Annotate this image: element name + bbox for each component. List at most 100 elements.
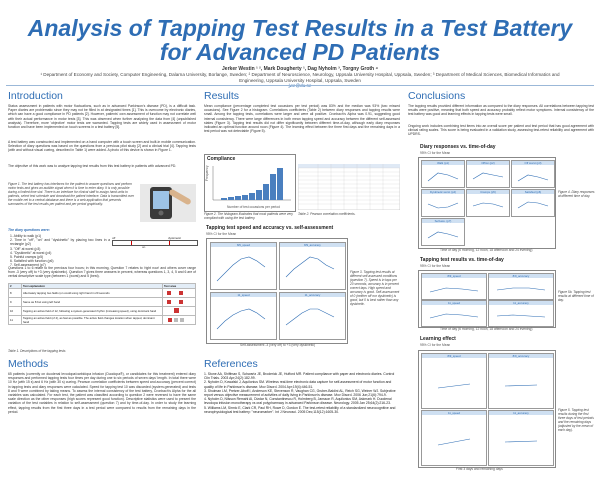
fig6-panel-label: 11_speed	[422, 411, 486, 415]
fig6-panel-label: 8/9_speed	[422, 354, 486, 358]
fig6-panel-plot	[504, 384, 538, 387]
diary-item: 4. "Dyskinetic" at worst (p4)	[10, 250, 52, 255]
fig6-panel-plot	[437, 438, 471, 446]
scale-label-dyskinetic: dyskinetic	[168, 236, 182, 240]
device-photo-illustration	[140, 184, 196, 222]
fig4-panel-plot	[427, 202, 459, 209]
references-list: 1. Stone AA, Shiffman S, Schwartz JE, Br…	[204, 372, 400, 414]
fig4-panel-label: Cramps (p5)	[467, 190, 509, 194]
poster-title-line2: for Advanced PD Patients	[159, 39, 441, 65]
fig3-panel-label: 8/9_accuracy	[280, 243, 345, 247]
reference-item: 1. Stone AA, Shiffman S, Schwartz JE, Br…	[204, 372, 395, 381]
scale-label-on: on	[142, 245, 146, 249]
fig4-panel: Walk (p1)	[421, 160, 465, 188]
figure3-xlabel: Self-assessment -3 (very off) to +3 (ver…	[240, 343, 316, 347]
table1-cell: Same as 8 but using left hand	[21, 297, 163, 307]
diary-list: 1. Ability to walk (p1) 2. Time in "off"…	[10, 234, 110, 268]
fig5-panel: 11_accuracy	[488, 300, 554, 327]
table1-cell: 9	[8, 297, 22, 307]
figure4-panels: Walk (p1) Off/on (p2) Off worst (p3) Dys…	[418, 157, 556, 249]
table1-cell: 11	[8, 315, 22, 325]
table2-caption: Table 2. Pearson correlation coefficient…	[298, 212, 356, 216]
fig4-panel-plot	[427, 172, 459, 182]
fig6-panel: 11_accuracy	[488, 410, 554, 466]
figure3-title: Tapping test speed and accuracy vs. self…	[206, 225, 334, 231]
fig5-panel-label: 8/9_speed	[422, 274, 486, 278]
diary-item: 2. Time in "off", "on" and "dyskinetic" …	[10, 238, 110, 247]
diary-item: 3. "Off" at worst (p3)	[10, 246, 41, 251]
figure5-xlabel: Time of day (6 morning, 12 noon, 18 afte…	[440, 327, 533, 331]
intro-p3: The objective of this work was to analyz…	[8, 164, 177, 168]
fig3-panel-plot	[285, 256, 335, 278]
fig5-panel-label: 8/9_accuracy	[489, 274, 553, 278]
fig4-panel: Satisfied (p6)	[511, 189, 555, 217]
fig6-panel: 8/9_speed	[421, 353, 487, 409]
table1-test-area	[162, 315, 196, 325]
fig4-panel-label: Satisfied (p6)	[512, 190, 554, 194]
figure2-caption: Figure 2. The histogram illustrates that…	[204, 212, 293, 220]
fig3-panel: 8/9_speed	[210, 242, 277, 290]
fig4-panel-label: Walk (p1)	[422, 161, 464, 165]
fig6-panel-label: 11_accuracy	[489, 411, 553, 415]
table1-cell: Tapping an active field of 12, following…	[21, 306, 163, 316]
table1-cell: 8	[8, 288, 22, 298]
figure4-xlabel: Time of day (6 morning, 12 noon, 18 afte…	[440, 248, 533, 252]
figure2-xlabel: Number of test occasions per period	[227, 205, 280, 209]
figure2-compliance: Compliance Number of test occasions per …	[204, 154, 296, 212]
table1: # Test explanation Test area 8 Alternate…	[8, 283, 196, 325]
figure2-histogram	[212, 166, 291, 201]
table1-test-area	[162, 297, 196, 307]
fig4-panel: Off/on (p2)	[466, 160, 510, 188]
fig3-panel-plot	[216, 308, 266, 330]
fig4-panel-label: Dyskinetic worst (p4)	[422, 190, 464, 194]
table1-cell: Alternately tapping two fields (on could…	[21, 288, 163, 298]
diary-item: 1. Ability to walk (p1)	[10, 234, 42, 238]
fig5-panel-plot	[429, 313, 479, 319]
figure3-subtitle: 95% CI for the Mean	[206, 232, 237, 236]
reference-item: 5. Williams LM, Sirmic E, Clark CR, Paul…	[204, 405, 396, 414]
figure5-title: Tapping test results vs. time-of-day	[420, 257, 504, 263]
fig4-panel-label: Off/on (p2)	[467, 161, 509, 165]
authors: Jerker Westin ¹ ², Mark Dougherty ¹, Dag…	[222, 66, 378, 72]
fig4-panel: Dyskinetic worst (p4)	[421, 189, 465, 217]
fig3-panel-label: 8/9_speed	[211, 243, 276, 247]
fig3-panel: 11_accuracy	[279, 292, 346, 340]
figure5-panels: 8/9_speed 8/9_accuracy 11_speed 11_accur…	[418, 270, 556, 328]
fig4-panel-plot	[517, 201, 549, 209]
conclusions-p1: The tapping results provided different i…	[408, 104, 594, 117]
scale-box	[112, 240, 198, 246]
fig5-panel: 8/9_accuracy	[488, 273, 554, 300]
fig6-panel-plot	[437, 383, 471, 389]
affiliations: ¹ Department of Economy and Society, Com…	[40, 72, 560, 83]
fig6-panel-label: 8/9_accuracy	[489, 354, 553, 358]
fig4-panel-plot	[472, 202, 504, 208]
figure6-title: Learning effect	[420, 336, 456, 342]
results-heading: Results	[204, 90, 240, 102]
figure6-caption: Figure 5. Tapping test results during th…	[558, 408, 594, 432]
fig4-panel: Off worst (p3)	[511, 160, 555, 188]
fig3-panel-label: 11_accuracy	[280, 293, 345, 297]
fig5-panel-label: 11_speed	[422, 301, 486, 305]
table1-test-area	[162, 288, 196, 298]
fig5-panel: 8/9_speed	[421, 273, 487, 300]
diary-item: 5. Painful cramps (p5)	[10, 255, 44, 260]
table1-caption: Table 1. Descriptions of the tapping tes…	[8, 349, 66, 353]
figure5-subtitle: 95% CI for the Mean	[420, 264, 451, 268]
figure2-ylabel: Frequency	[205, 165, 209, 181]
methods-p1: 65 patients (currently on duodenal levod…	[8, 372, 196, 414]
table1-cell: Tapping an active field (of 4), as fast …	[21, 315, 163, 325]
intro-heading: Introduction	[8, 90, 63, 102]
fig4-panel-plot	[427, 231, 459, 239]
intro-p4: Questions 1 to 6 relate to the previous …	[8, 266, 196, 279]
methods-heading: Methods	[8, 358, 49, 370]
fig4-panel-plot	[472, 172, 504, 180]
figure6-xlabel: First 3 days and remaining days	[456, 467, 503, 471]
figure3-caption: Figure 3. Tapping test results at differ…	[350, 270, 400, 306]
table2-grid	[297, 163, 401, 211]
fig3-panel-plot	[285, 308, 335, 326]
fig5-panel-plot	[429, 287, 479, 293]
poster-title-line1: Analysis of Tapping Test Results in a Te…	[27, 15, 573, 41]
title-divider	[6, 85, 594, 86]
fig4-panel-plot	[517, 174, 549, 182]
reference-item: 3. Shulman LM, Pretzer-Aboff I, Anderson…	[204, 388, 396, 398]
